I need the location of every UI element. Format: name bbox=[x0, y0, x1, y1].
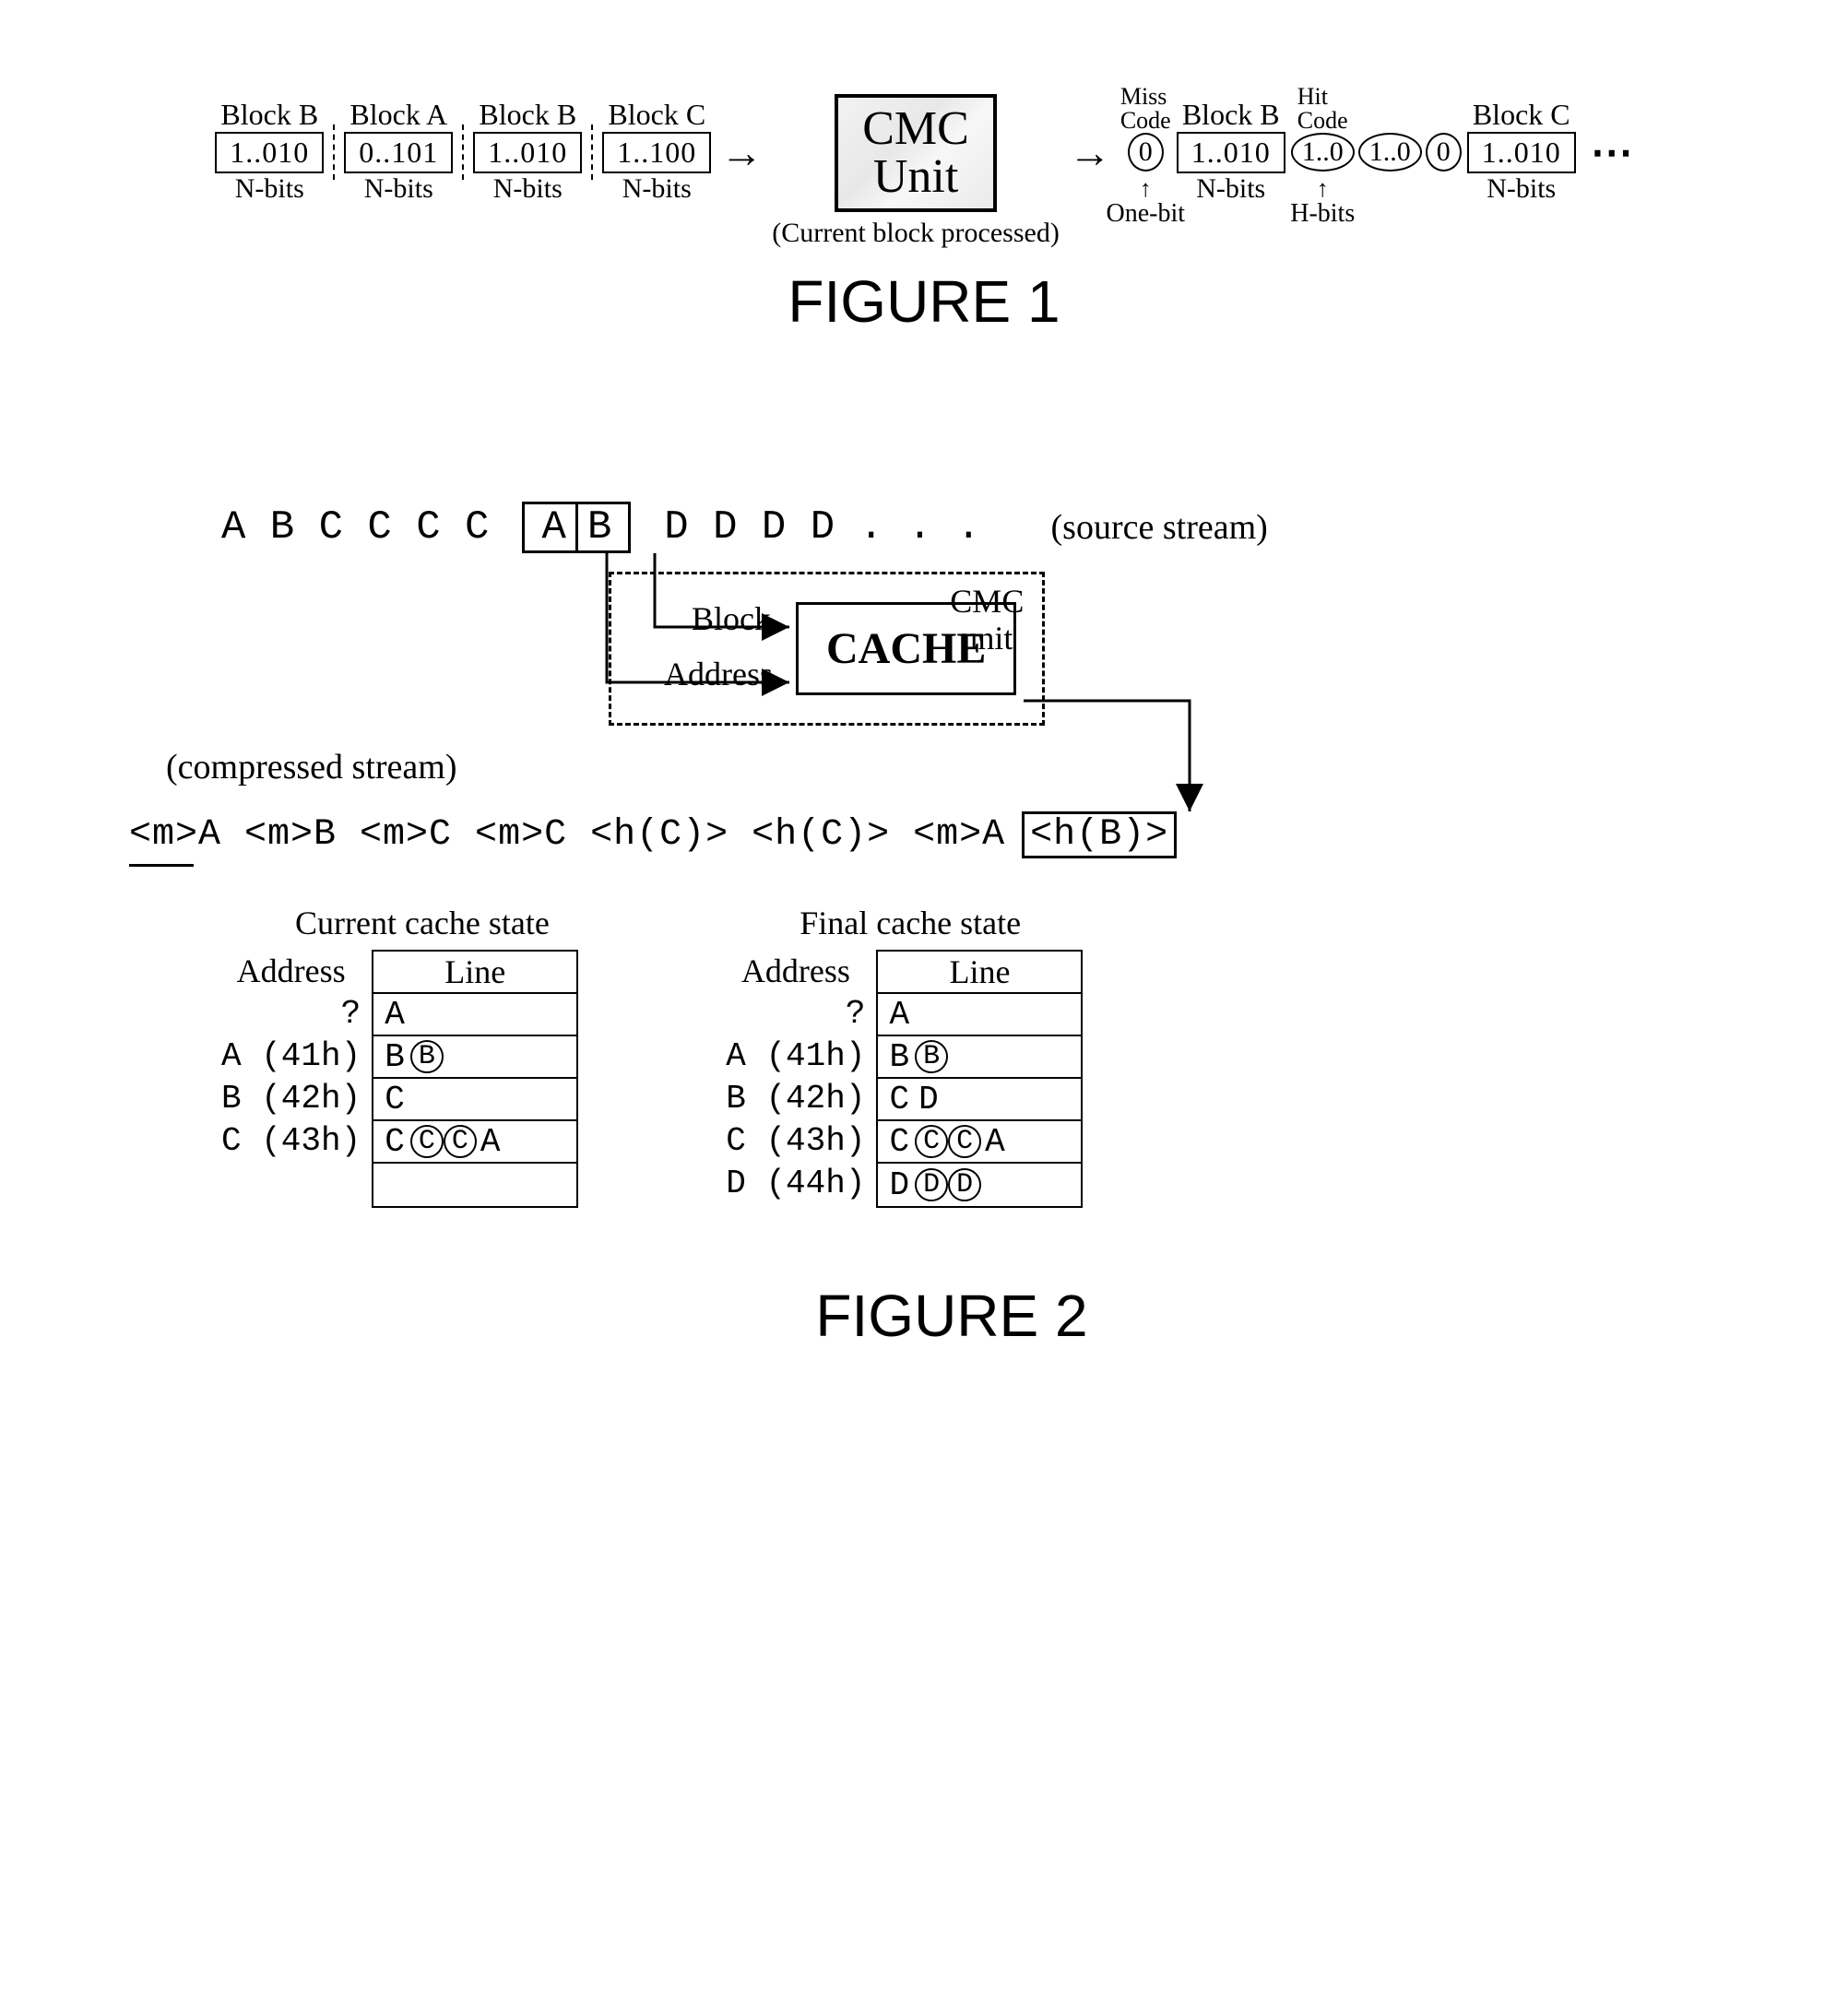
cmc-line2: Unit bbox=[862, 153, 969, 201]
compressed-stream: <m>A <m>B <m>C <m>C <h(C)> <h(C)> <m>A <… bbox=[129, 811, 1682, 858]
address-cell: A (41h) bbox=[221, 1035, 361, 1077]
miss-oval-2-col: 0 bbox=[1426, 94, 1462, 210]
out-block-c: Block C 1..010 N-bits bbox=[1467, 93, 1576, 212]
circled-entry: C bbox=[410, 1125, 444, 1158]
source-stream-label: (source stream) bbox=[1051, 507, 1268, 548]
figure-1: Block B1..010N-bitsBlock A0..101N-bitsBl… bbox=[37, 55, 1811, 336]
cmc-unit-dashed: CMC unit CACHE bbox=[609, 572, 1045, 726]
miss-oval-1: 0 bbox=[1128, 133, 1164, 172]
address-cell: B (42h) bbox=[726, 1077, 865, 1119]
circled-entry: C bbox=[948, 1125, 981, 1158]
circled-entry: C bbox=[915, 1125, 948, 1158]
cmc-unit: CMC Unit (Current block processed) bbox=[772, 55, 1060, 249]
line-cell: BB bbox=[373, 1036, 576, 1079]
arrow-from-cmc: → bbox=[1060, 128, 1120, 177]
hit-oval-1: 1..0 bbox=[1291, 133, 1355, 172]
circled-entry: D bbox=[948, 1168, 981, 1201]
address-header: Address bbox=[726, 950, 865, 992]
line-cell: CCCA bbox=[878, 1121, 1081, 1164]
address-cell: ? bbox=[726, 992, 865, 1035]
fig2-cache-region: Block Address CMC unit CACHE (compressed… bbox=[221, 553, 1682, 811]
input-block: Block C1..100N-bits bbox=[602, 93, 711, 212]
miss-code-col: Miss Code 0 ↑ One-bit bbox=[1120, 94, 1171, 210]
cache-tables: Current cache state Address?A (41h)B (42… bbox=[221, 904, 1682, 1208]
out-block-b: Block B 1..010 N-bits bbox=[1177, 93, 1285, 212]
line-cell: DDD bbox=[878, 1164, 1081, 1206]
line-cell: BB bbox=[878, 1036, 1081, 1079]
source-box-cell: B bbox=[578, 504, 621, 550]
address-cell: C (43h) bbox=[726, 1119, 865, 1162]
vdash bbox=[453, 124, 473, 180]
vdash bbox=[582, 124, 602, 180]
underline-mark bbox=[129, 864, 194, 867]
address-cell: C (43h) bbox=[221, 1119, 361, 1162]
line-cell: C bbox=[373, 1079, 576, 1121]
address-cell bbox=[221, 1162, 361, 1204]
address-cell: B (42h) bbox=[221, 1077, 361, 1119]
line-cell: A bbox=[878, 994, 1081, 1036]
address-header: Address bbox=[221, 950, 361, 992]
figure-2: A B C C C C AB D D D D . . . (source str… bbox=[37, 465, 1811, 1350]
fig1-pipeline: Block B1..010N-bitsBlock A0..101N-bitsBl… bbox=[37, 55, 1811, 249]
input-block: Block A0..101N-bits bbox=[344, 93, 453, 212]
address-cell: A (41h) bbox=[726, 1035, 865, 1077]
circled-entry: B bbox=[915, 1040, 948, 1073]
source-current-box: AB bbox=[522, 502, 631, 553]
line-header: Line bbox=[878, 952, 1081, 994]
circled-entry: D bbox=[915, 1168, 948, 1201]
source-stream: A B C C C C AB D D D D . . . (source str… bbox=[221, 502, 1682, 553]
annot-onebit: One-bit bbox=[1107, 199, 1186, 229]
source-box-cell: A bbox=[532, 504, 577, 550]
figure-1-title: FIGURE 1 bbox=[37, 267, 1811, 336]
cmc-line1: CMC bbox=[862, 105, 969, 153]
hit-code-col: Hit Code 1..0 ↑ H-bits bbox=[1291, 94, 1355, 210]
hit-oval-2-col: 1..0 bbox=[1358, 94, 1422, 210]
final-cache-table: Final cache state Address?A (41h)B (42h)… bbox=[726, 904, 1083, 1208]
address-cell: D (44h) bbox=[726, 1162, 865, 1204]
annot-hbits: H-bits bbox=[1290, 199, 1355, 229]
line-header: Line bbox=[373, 952, 576, 994]
circled-entry: C bbox=[444, 1125, 477, 1158]
line-cell bbox=[373, 1164, 576, 1206]
compressed-stream-label: (compressed stream) bbox=[166, 747, 457, 787]
circled-entry: B bbox=[410, 1040, 444, 1073]
address-cell: ? bbox=[221, 992, 361, 1035]
cmc-unit-label: CMC unit bbox=[950, 584, 1024, 656]
compressed-hit-box: <h(B)> bbox=[1022, 811, 1177, 858]
figure-2-title: FIGURE 2 bbox=[221, 1282, 1682, 1350]
current-cache-table: Current cache state Address?A (41h)B (42… bbox=[221, 904, 578, 1208]
line-cell: CCCA bbox=[373, 1121, 576, 1164]
vdash bbox=[324, 124, 344, 180]
cmc-caption: (Current block processed) bbox=[772, 218, 1060, 249]
arrow-to-cmc: → bbox=[711, 128, 772, 177]
ellipsis: ⋯ bbox=[1581, 127, 1633, 177]
input-block: Block B1..010N-bits bbox=[473, 93, 582, 212]
input-block: Block B1..010N-bits bbox=[215, 93, 324, 212]
line-cell: A bbox=[373, 994, 576, 1036]
line-cell: CD bbox=[878, 1079, 1081, 1121]
